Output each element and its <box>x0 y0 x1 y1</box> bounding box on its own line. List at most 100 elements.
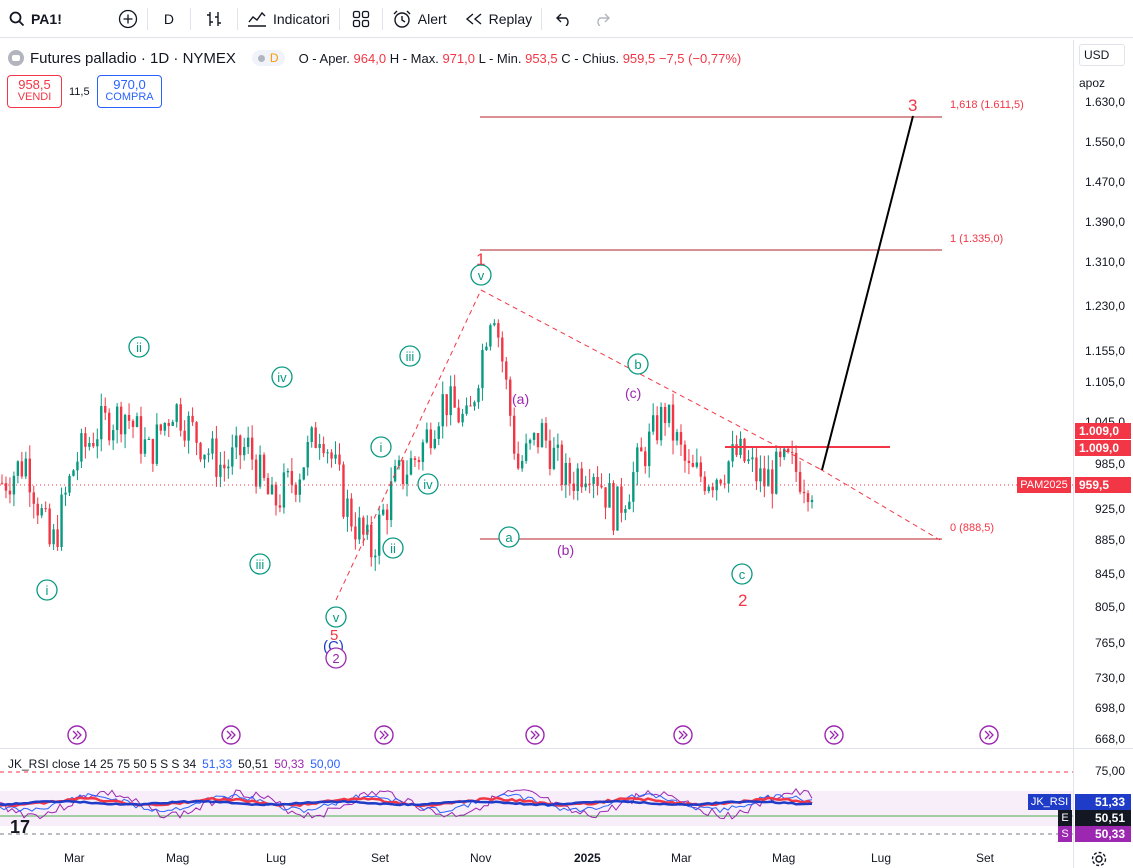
candle-body <box>219 464 222 477</box>
candle-body <box>779 451 782 458</box>
fast-forward-icon[interactable] <box>374 725 394 745</box>
market-status-badge[interactable]: D <box>251 50 285 66</box>
top-toolbar: PA1! D Indicatori Alert Replay <box>0 0 1133 38</box>
candle-body <box>501 337 504 362</box>
compare-button[interactable] <box>109 0 147 38</box>
wave-a-circle[interactable]: a <box>498 526 520 548</box>
sell-label: VENDI <box>17 91 52 103</box>
wave-pb-label[interactable]: (b) <box>557 542 574 558</box>
candle-body <box>532 433 536 440</box>
wave-ii2-circle[interactable]: ii <box>382 537 404 559</box>
wave-c-circle[interactable]: c <box>731 563 753 585</box>
time-axis-label: Nov <box>470 851 492 865</box>
undo-icon <box>556 13 569 26</box>
series-title[interactable]: Futures palladio · 1D · NYMEX <box>30 49 236 67</box>
replay-label: Replay <box>488 10 533 27</box>
layouts-button[interactable] <box>340 0 382 38</box>
wave-i2-circle[interactable]: i <box>370 436 392 458</box>
fast-forward-icon[interactable] <box>979 725 999 745</box>
interval-button[interactable]: D <box>148 0 190 38</box>
wave-v2-circle[interactable]: v <box>470 264 492 286</box>
price-tick-label: 1.470,0 <box>1084 175 1125 189</box>
rsi-scale[interactable]: 75,00 51,33 50,51 50,33 <box>1073 749 1133 848</box>
fast-forward-icon[interactable] <box>824 725 844 745</box>
wave-2-circle[interactable]: 2 <box>325 647 347 669</box>
last-price-tag: 959,5 <box>1075 477 1131 493</box>
candle-body <box>48 508 51 545</box>
wave-iv2-circle[interactable]: iv <box>417 473 439 495</box>
wave-b-circle[interactable]: b <box>627 353 649 375</box>
candle-body <box>707 486 710 492</box>
wave-iii-circle[interactable]: iii <box>249 553 271 575</box>
triangle-upper-line[interactable] <box>480 289 821 470</box>
rsi-legend[interactable]: JK_RSI close 14 25 75 50 5 S S 34 51,33 … <box>8 757 340 771</box>
svg-text:b: b <box>634 357 641 372</box>
wave-5-label[interactable]: 5 <box>330 627 338 644</box>
time-axis[interactable]: Mar Mag Lug Set Nov 2025 Mar Mag Lug Set <box>0 848 1073 868</box>
indicators-button[interactable]: Indicatori <box>238 0 339 38</box>
pane-divider[interactable] <box>0 748 1133 749</box>
candle-body <box>802 491 806 494</box>
buy-button[interactable]: 970,0 COMPRA <box>97 75 162 108</box>
candle-body <box>409 458 413 475</box>
fast-forward-icon[interactable] <box>673 725 693 745</box>
candle-body <box>485 346 488 351</box>
candle-body <box>473 402 476 407</box>
wave-2-label[interactable]: 2 <box>738 591 747 610</box>
candle-body <box>675 432 679 441</box>
candle-body <box>731 444 734 462</box>
rsi-e-tag: 50,51 <box>1075 810 1131 826</box>
undo-button[interactable] <box>542 0 586 38</box>
candle-body <box>88 443 91 447</box>
wave-1-label[interactable]: 1 <box>476 250 485 269</box>
rsi-chart[interactable]: 17 <box>0 749 1073 848</box>
status-dot-icon <box>257 54 265 62</box>
sell-button[interactable]: 958,5 VENDI <box>7 75 62 108</box>
price-chart[interactable]: 1,618 (1.611,5) 1 (1.335,0) 0 (888,5) 1 … <box>0 40 1073 748</box>
wave-pa-label[interactable]: (a) <box>512 391 529 407</box>
triangle-extension-line[interactable] <box>819 468 941 541</box>
candle-body <box>703 476 706 492</box>
wave-ii-circle[interactable]: ii <box>128 336 150 358</box>
wave3-projection-line[interactable] <box>821 115 914 471</box>
candle-body <box>596 476 599 486</box>
settings-button[interactable] <box>1090 850 1108 868</box>
candle-body <box>246 437 250 447</box>
wave1-dashed-line[interactable] <box>335 289 482 601</box>
wave-i-circle[interactable]: i <box>36 579 58 601</box>
fast-forward-icon[interactable] <box>67 725 87 745</box>
fib-1618-label: 1,618 (1.611,5) <box>950 99 1024 111</box>
scale-mode-button[interactable]: apoz <box>1079 76 1106 90</box>
candle-body <box>723 483 726 485</box>
candle-body <box>60 494 63 547</box>
wave-iv-circle[interactable]: iv <box>271 366 293 388</box>
candle-body <box>489 325 492 347</box>
wave-iii2-circle[interactable]: iii <box>399 345 421 367</box>
alert-button[interactable]: Alert <box>383 0 456 38</box>
price-tick-label: 1.630,0 <box>1084 95 1125 109</box>
candle-body <box>262 454 266 478</box>
time-axis-label: Set <box>371 851 390 865</box>
candle-body <box>278 505 282 508</box>
candle-body <box>441 394 444 427</box>
candle-body <box>318 444 321 448</box>
wave-3-label[interactable]: 3 <box>908 96 917 115</box>
replay-button[interactable]: Replay <box>456 0 542 38</box>
candle-body <box>564 463 568 485</box>
symbol-search-button[interactable]: PA1! <box>0 0 71 38</box>
chart-type-button[interactable] <box>191 0 237 38</box>
candle-body <box>119 406 123 435</box>
wave-v-circle[interactable]: v <box>325 606 347 628</box>
wave-pc-label[interactable]: (c) <box>625 385 641 401</box>
candle-body <box>28 458 31 493</box>
svg-text:i: i <box>46 583 49 598</box>
alert-label: Alert <box>417 10 447 27</box>
currency-button[interactable]: USD <box>1079 44 1125 66</box>
price-scale[interactable]: USD apoz 1.630,0 1.550,0 1.470,0 1.390,0 1.3… <box>1073 40 1133 748</box>
candle-body <box>294 484 298 495</box>
candle-body <box>147 438 151 440</box>
redo-button[interactable] <box>586 0 618 38</box>
fast-forward-icon[interactable] <box>221 725 241 745</box>
fast-forward-icon[interactable] <box>525 725 545 745</box>
